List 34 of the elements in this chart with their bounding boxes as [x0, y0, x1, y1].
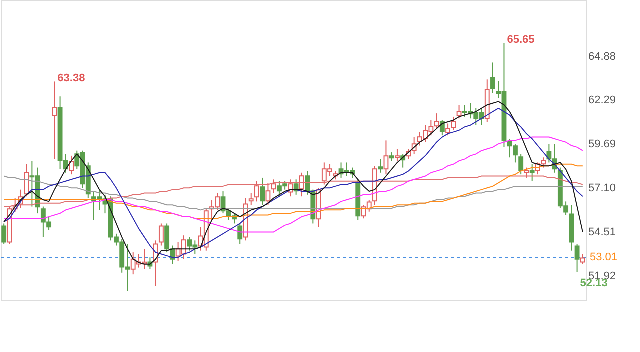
candlestick — [2, 223, 7, 245]
candlestick — [518, 154, 524, 176]
candlestick — [451, 116, 456, 132]
candlestick — [490, 62, 496, 94]
candlestick — [580, 254, 586, 265]
candlestick — [384, 140, 389, 176]
candlestick — [440, 120, 445, 136]
candlestick — [238, 223, 243, 245]
candlestick — [248, 192, 254, 206]
candlestick — [254, 180, 260, 202]
annotation: 65.65 — [507, 34, 535, 46]
candlestick — [530, 164, 535, 182]
candlestick — [434, 113, 440, 130]
candlestick — [271, 179, 276, 194]
candlestick — [446, 123, 451, 136]
candlestick — [394, 148, 400, 162]
ref-line-label: 53.01 — [590, 251, 618, 264]
candlestick — [260, 177, 266, 206]
y-tick-label: 64.88 — [588, 50, 616, 63]
annotation: 63.38 — [58, 72, 86, 85]
candlestick — [52, 81, 58, 160]
candlestick — [24, 164, 30, 198]
candlestick — [299, 172, 304, 198]
y-tick-label: 62.29 — [588, 94, 616, 107]
candlestick — [524, 167, 530, 178]
candlestick — [158, 223, 164, 246]
y-tick-label: 59.69 — [588, 138, 616, 151]
candlestick — [266, 182, 271, 206]
candlestick — [378, 158, 384, 174]
candlestick — [456, 104, 462, 120]
candlestick — [574, 244, 580, 273]
y-tick-label: 57.10 — [588, 182, 616, 195]
y-tick-label: 54.51 — [588, 226, 616, 239]
candlestick — [69, 155, 74, 176]
